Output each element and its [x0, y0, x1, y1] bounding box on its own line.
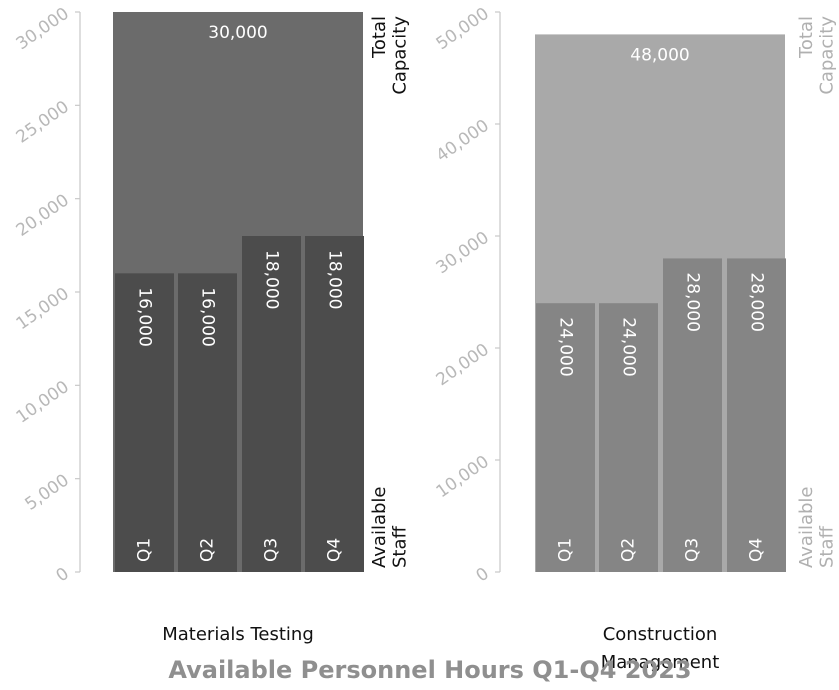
chart-title-materials: Materials Testing — [162, 624, 314, 645]
y-tick-label: 20,000 — [433, 340, 493, 391]
chart-materials-testing: 0 5,000 10,000 15,000 20,000 25,000 30,000 30,0… — [13, 4, 411, 645]
bar-q1 — [115, 273, 174, 572]
category-label-q3: Q3 — [683, 538, 703, 562]
data-label-q1: 24,000 — [556, 317, 576, 376]
data-label-q2: 24,000 — [619, 317, 639, 376]
data-label-q4: 18,000 — [325, 250, 345, 309]
bar-q4 — [727, 258, 786, 572]
chart-title-construction: Construction Management — [601, 624, 720, 673]
data-label-q4: 28,000 — [747, 272, 767, 331]
chart-construction-management: 0 10,000 20,000 30,000 40,000 50,000 48,000 24,… — [433, 4, 838, 673]
category-label-q4: Q4 — [747, 538, 767, 562]
y-tick-label: 30,000 — [13, 4, 73, 55]
category-label-q3: Q3 — [262, 538, 282, 562]
data-label-q2: 16,000 — [198, 287, 218, 346]
data-label-total-capacity: 48,000 — [630, 45, 689, 65]
side-label-total-capacity: TotalCapacity — [369, 16, 411, 95]
data-label-q1: 16,000 — [135, 287, 155, 346]
bar-q3 — [663, 258, 722, 572]
y-tick-label: 25,000 — [13, 97, 73, 148]
category-label-q2: Q2 — [619, 538, 639, 562]
y-tick-label: 20,000 — [13, 190, 73, 241]
category-label-q1: Q1 — [556, 538, 576, 562]
side-label-total-capacity: TotalCapacity — [796, 16, 838, 95]
category-label-q4: Q4 — [325, 538, 345, 562]
y-tick-label: 10,000 — [13, 377, 73, 428]
y-tick-label: 30,000 — [433, 228, 493, 279]
category-label-q1: Q1 — [135, 538, 155, 562]
bar-q3 — [242, 236, 301, 572]
data-label-q3: 18,000 — [262, 250, 282, 309]
data-label-total-capacity: 30,000 — [208, 23, 267, 43]
y-tick-label: 15,000 — [13, 284, 73, 335]
main-title: Available Personnel Hours Q1-Q4 2023 — [168, 656, 691, 684]
y-tick-label: 50,000 — [433, 4, 493, 55]
bar-q1 — [536, 303, 595, 572]
y-tick-label: 10,000 — [433, 452, 493, 503]
bar-q2 — [599, 303, 658, 572]
y-tick-label: 0 — [53, 564, 73, 587]
bar-q2 — [178, 273, 237, 572]
side-label-available-staff: AvailableStaff — [369, 487, 411, 568]
y-tick-label: 5,000 — [22, 470, 73, 514]
side-label-available-staff: AvailableStaff — [796, 487, 838, 568]
y-tick-label: 0 — [473, 564, 493, 587]
category-label-q2: Q2 — [198, 538, 218, 562]
y-tick-label: 40,000 — [433, 116, 493, 167]
data-label-q3: 28,000 — [683, 272, 703, 331]
bar-q4 — [305, 236, 364, 572]
